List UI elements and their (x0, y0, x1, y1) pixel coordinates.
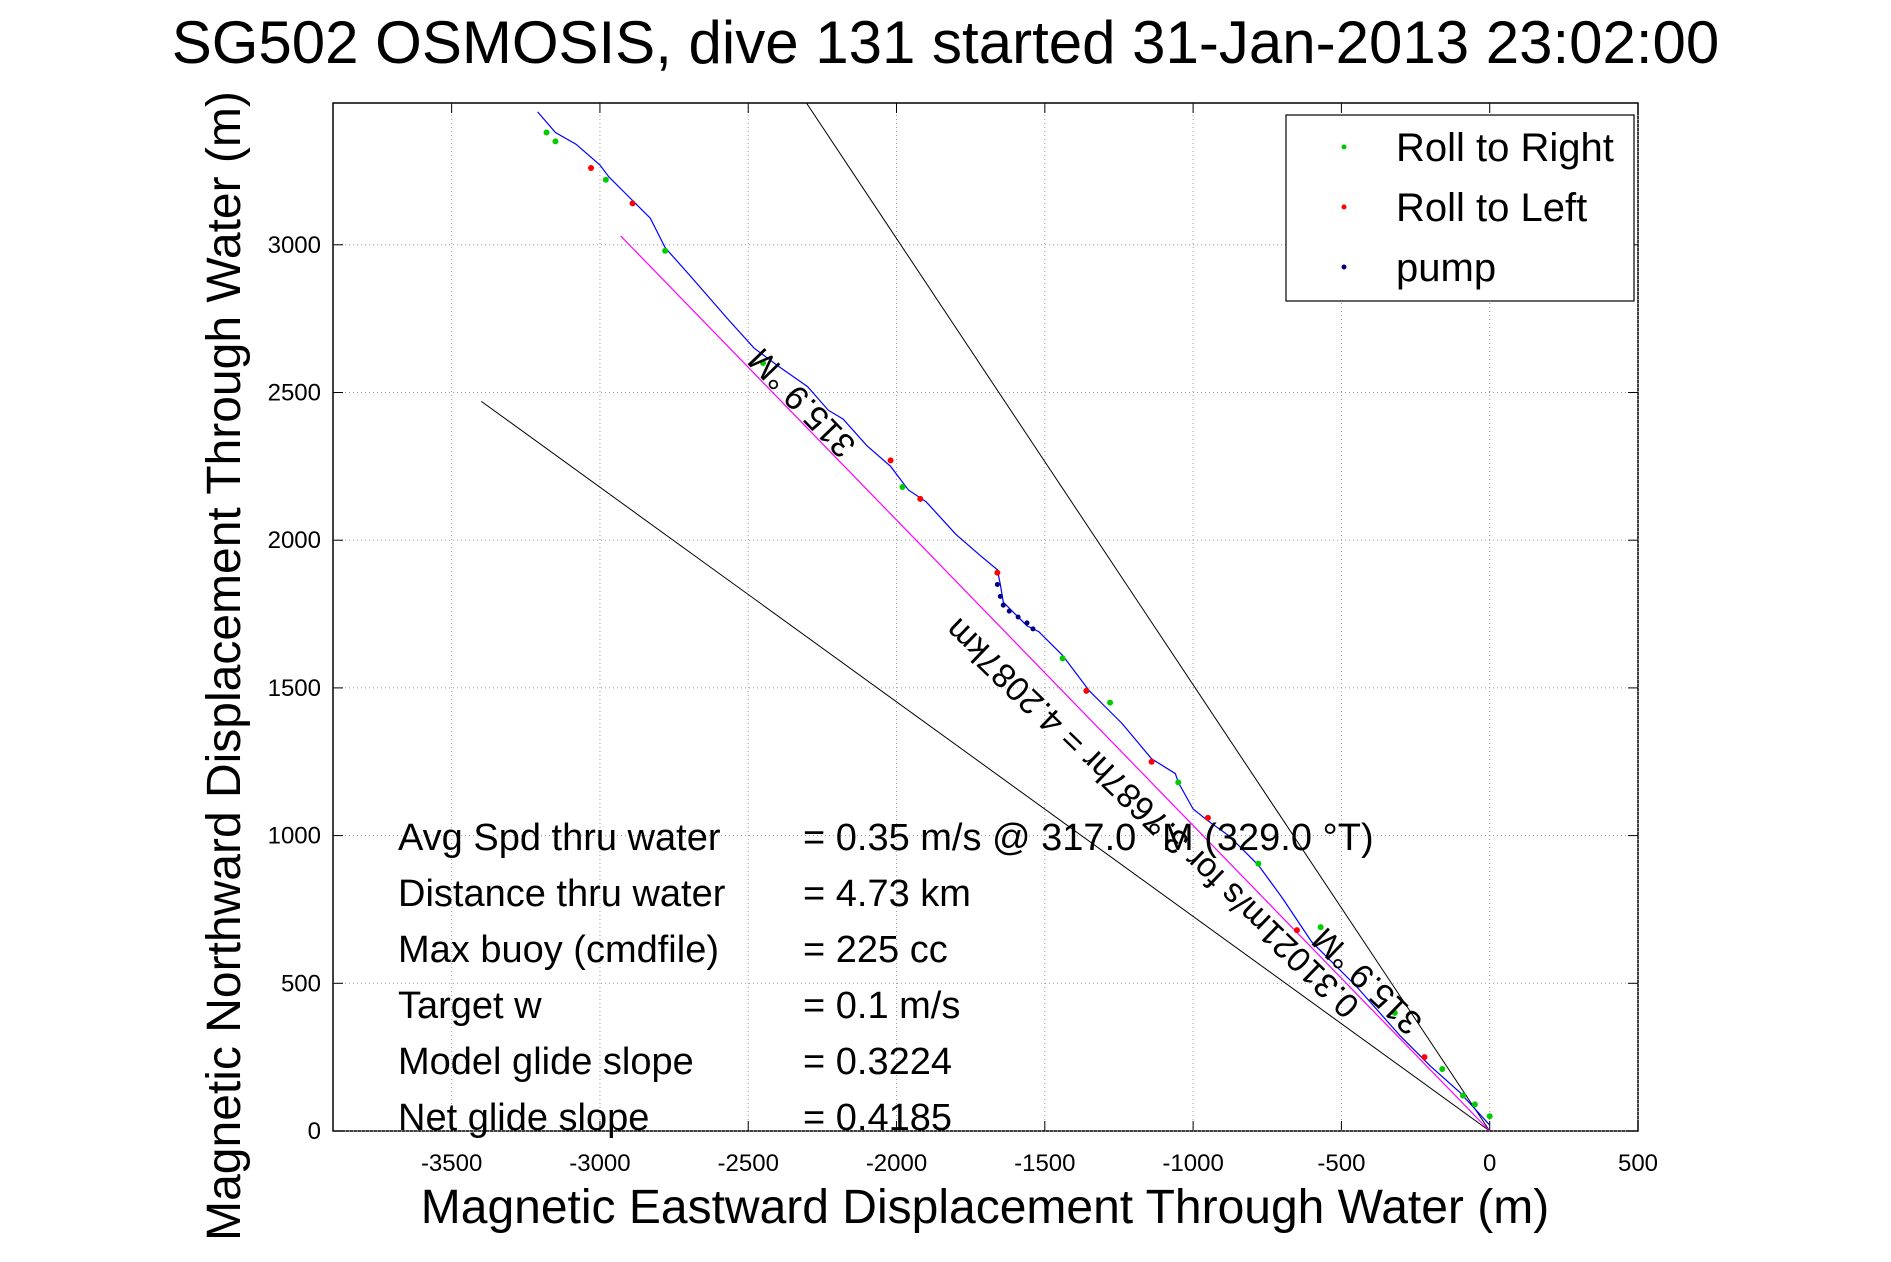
pump-point (1030, 626, 1036, 632)
roll-right-point (1255, 860, 1262, 867)
y-tick-label: 500 (281, 970, 321, 997)
stat-value: = 0.1 m/s (803, 985, 960, 1027)
x-tick-label: -2500 (718, 1150, 779, 1177)
x-tick-label: 500 (1618, 1150, 1658, 1177)
roll-left-point (588, 164, 595, 171)
roll-left-point (1148, 758, 1155, 765)
roll-left-point (1083, 687, 1090, 694)
y-tick-label: 1500 (268, 675, 321, 702)
roll-right-point (1059, 655, 1066, 662)
pump-point (1000, 602, 1006, 608)
stat-value: = 0.3224 (803, 1041, 952, 1083)
roll-right-point (760, 359, 767, 366)
legend-marker (1341, 264, 1347, 270)
roll-left-point (1421, 1054, 1428, 1061)
y-tick-label: 2000 (268, 527, 321, 554)
stat-value: = 0.35 m/s @ 317.0 °M (329.0 °T) (803, 817, 1374, 859)
roll-right-point (1471, 1101, 1478, 1108)
stat-label: Max buoy (cmdfile) (398, 929, 719, 971)
roll-left-point (1204, 814, 1211, 821)
pump-point (1015, 614, 1021, 620)
roll-left-point (629, 200, 636, 207)
stat-label: Target w (398, 985, 542, 1027)
stat-label: Model glide slope (398, 1041, 694, 1083)
legend-label: pump (1396, 246, 1496, 290)
stat-value: = 225 cc (803, 929, 948, 971)
roll-right-point (662, 247, 669, 254)
envelope-line (481, 400, 1490, 1131)
stat-label: Distance thru water (398, 873, 726, 915)
stat-label: Net glide slope (398, 1097, 649, 1139)
roll-right-point (602, 176, 609, 183)
roll-right-point (1107, 699, 1114, 706)
x-tick-label: -1500 (1014, 1150, 1075, 1177)
roll-right-point (1175, 779, 1182, 786)
legend-label: Roll to Left (1396, 186, 1587, 230)
stat-label: Avg Spd thru water (398, 817, 721, 859)
x-tick-label: -500 (1317, 1150, 1365, 1177)
roll-right-point (1460, 1092, 1467, 1099)
stat-value: = 0.4185 (803, 1097, 952, 1139)
roll-left-point (917, 495, 924, 502)
pump-point (997, 593, 1003, 599)
roll-right-point (1439, 1065, 1446, 1072)
pump-point (1024, 620, 1030, 626)
roll-right-point (552, 138, 559, 145)
legend-marker (1341, 144, 1347, 150)
roll-right-point (1486, 1113, 1493, 1120)
roll-right-point (1317, 924, 1324, 931)
chart-title: SG502 OSMOSIS, dive 131 started 31-Jan-2… (171, 9, 1720, 76)
roll-left-point (1293, 927, 1300, 934)
roll-right-point (899, 484, 906, 491)
y-tick-label: 1000 (268, 823, 321, 850)
x-axis-label: Magnetic Eastward Displacement Through W… (420, 1181, 1550, 1234)
roll-left-point (887, 457, 894, 464)
roll-right-point (543, 129, 550, 136)
y-tick-label: 0 (308, 1118, 321, 1145)
track-line (537, 111, 1491, 1126)
legend-label: Roll to Right (1396, 126, 1614, 170)
heading-line (620, 235, 1491, 1132)
x-tick-label: 0 (1483, 1150, 1496, 1177)
roll-right-point (1391, 1009, 1398, 1016)
x-tick-label: -3000 (569, 1150, 630, 1177)
legend-marker (1341, 204, 1347, 210)
y-tick-label: 3000 (268, 232, 321, 259)
x-tick-label: -2000 (866, 1150, 927, 1177)
roll-left-point (994, 569, 1001, 576)
y-tick-label: 2500 (268, 379, 321, 406)
stat-value: = 4.73 km (803, 873, 971, 915)
x-tick-label: -3500 (421, 1150, 482, 1177)
pump-point (1006, 608, 1012, 614)
pump-point (994, 582, 1000, 588)
x-tick-label: -1000 (1162, 1150, 1223, 1177)
envelope-line (805, 103, 1491, 1131)
